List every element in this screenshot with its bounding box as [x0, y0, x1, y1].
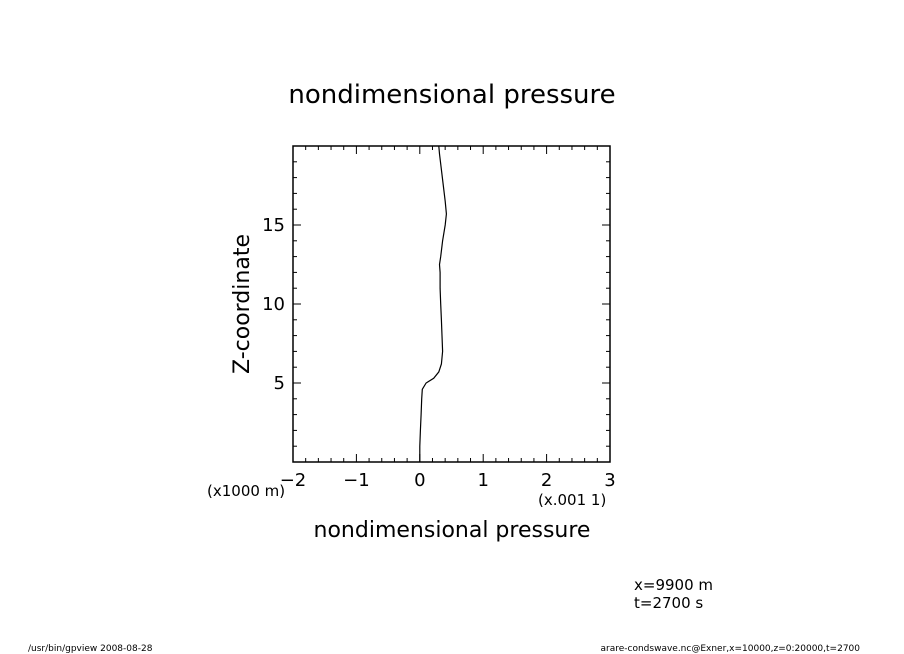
x-tick-label: −1	[343, 470, 370, 491]
y-tick-label: 10	[262, 294, 285, 315]
x-position-note: x=9900 m	[634, 576, 713, 594]
plot-frame	[292, 145, 611, 463]
y-tick-label: 15	[262, 215, 285, 236]
y-tick-labels: 5 10 15	[262, 215, 285, 394]
x-tick-label: 1	[477, 470, 488, 491]
chart-title: nondimensional pressure	[288, 80, 615, 110]
x-tick-label: 0	[414, 470, 425, 491]
plot-border	[292, 145, 611, 463]
x-axis-label: nondimensional pressure	[314, 518, 591, 543]
x-tick-label: 3	[604, 470, 615, 491]
x-tick-label: −2	[280, 470, 307, 491]
axis-ticks	[292, 146, 611, 462]
footer-right: arare-condswave.nc@Exner,x=10000,z=0:200…	[601, 644, 861, 654]
footer-left: /usr/bin/gpview 2008-08-28	[28, 644, 153, 654]
y-axis-label: Z-coordinate	[230, 234, 255, 374]
time-note: t=2700 s	[634, 594, 703, 612]
y-scale-note: (x1000 m)	[207, 482, 285, 500]
y-tick-label: 5	[274, 373, 285, 394]
x-scale-note: (x.001 1)	[538, 491, 606, 509]
series-line	[419, 145, 448, 462]
x-tick-label: 2	[541, 470, 552, 491]
x-tick-labels: −2 −1 0 1 2 3	[280, 470, 616, 491]
